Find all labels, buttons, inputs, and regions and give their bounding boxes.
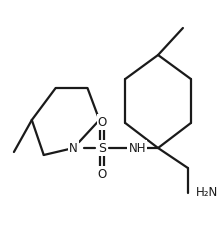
Text: S: S xyxy=(98,142,106,154)
Text: NH: NH xyxy=(128,142,146,154)
Text: H₂N: H₂N xyxy=(196,187,218,199)
Text: N: N xyxy=(69,142,78,154)
Text: O: O xyxy=(98,115,107,129)
Text: O: O xyxy=(98,168,107,180)
